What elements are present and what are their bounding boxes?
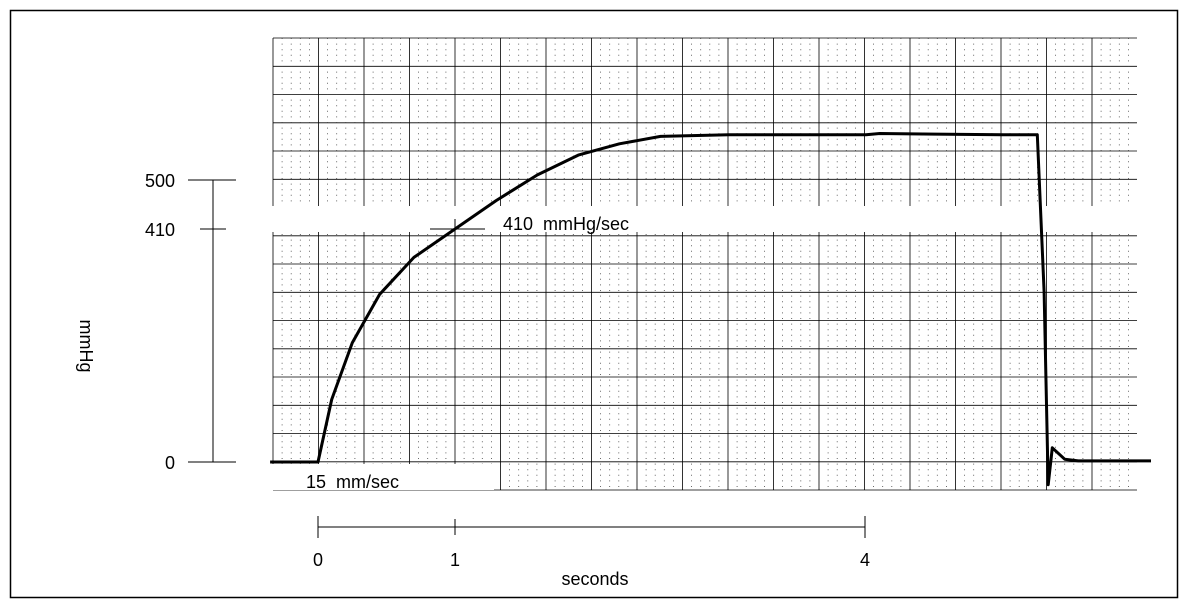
y-tick-label-500: 500: [145, 171, 175, 191]
x-tick-label-1: 1: [450, 550, 460, 570]
y-tick-label-410: 410: [145, 220, 175, 240]
y-axis: 500 410 0 mmHg: [76, 171, 236, 473]
slope-label: 410 mmHg/sec: [503, 214, 629, 234]
paper-speed-label-box: [272, 464, 494, 490]
x-tick-label-0: 0: [313, 550, 323, 570]
grid-major-lines: [272, 37, 1137, 491]
x-axis-label: seconds: [561, 569, 628, 589]
x-axis: 0 1 4 seconds: [313, 516, 870, 589]
pressure-trace-line: [270, 132, 1151, 487]
grid-gap: [268, 206, 1142, 232]
paper-speed-label: 15 mm/sec: [306, 472, 399, 492]
y-axis-label: mmHg: [76, 320, 96, 373]
y-tick-label-0: 0: [165, 453, 175, 473]
x-tick-label-4: 4: [860, 550, 870, 570]
figure-frame: [9, 9, 1179, 599]
chart-paper-grid: [272, 37, 1137, 491]
